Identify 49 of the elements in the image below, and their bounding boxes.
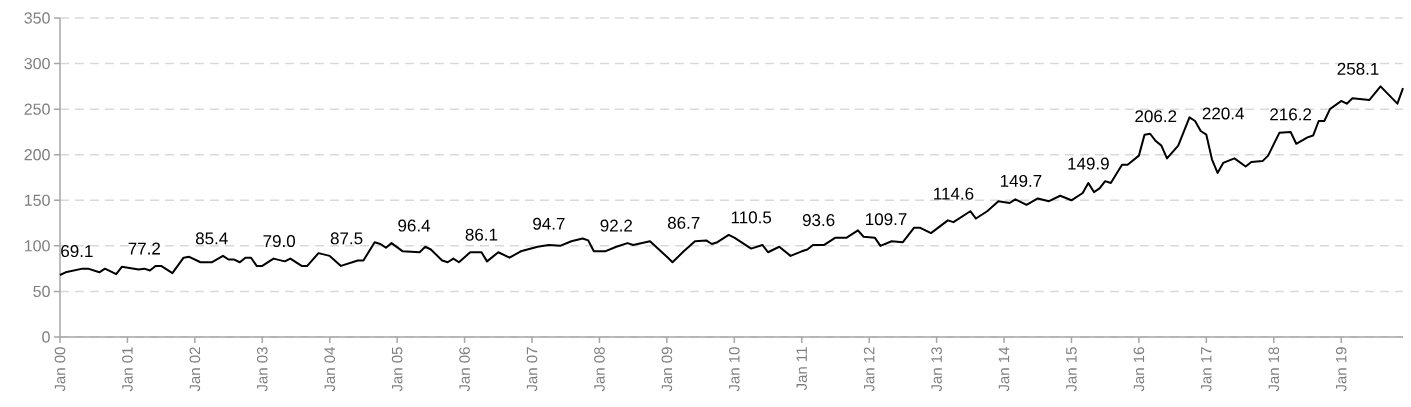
y-tick-label: 350 <box>24 12 50 24</box>
y-tick-label: 150 <box>24 194 50 206</box>
annotation: 79.0 <box>263 235 296 248</box>
x-tick-label: Jan 08 <box>594 347 605 392</box>
x-tick-label: Jan 05 <box>391 347 403 392</box>
annotation: 69.1 <box>61 245 93 258</box>
x-tick-label: Jan 07 <box>526 347 538 392</box>
x-tick-label: Jan 13 <box>931 347 942 392</box>
x-tick-label: Jan 15 <box>1066 347 1077 392</box>
x-tick-label: Jan 11 <box>796 347 807 391</box>
annotation: 149.7 <box>1000 174 1042 187</box>
y-tick-label: 0 <box>42 331 50 343</box>
annotation: 86.7 <box>667 216 700 229</box>
line-series <box>59 85 1405 277</box>
y-tick-label: 50 <box>33 285 50 298</box>
annotation: 77.2 <box>128 242 160 255</box>
y-tick-label: 300 <box>24 57 50 70</box>
annotation: 206.2 <box>1135 110 1177 123</box>
annotation: 216.2 <box>1270 108 1312 121</box>
annotation: 109.7 <box>866 213 907 226</box>
annotation: 110.5 <box>731 211 772 224</box>
annotation: 96.4 <box>398 219 431 232</box>
x-tick-label: Jan 17 <box>1201 347 1212 392</box>
x-tick-label: Jan 09 <box>661 347 673 392</box>
annotation: 85.4 <box>195 232 228 245</box>
x-tick-label: Jan 01 <box>122 347 133 392</box>
annotation: 114.6 <box>934 187 974 200</box>
x-tick-label: Jan 12 <box>863 347 875 392</box>
x-tick-label: Jan 06 <box>459 347 470 392</box>
x-tick-label: Jan 00 <box>54 347 66 392</box>
annotation: 149.9 <box>1068 157 1109 170</box>
y-tick-label: 200 <box>24 149 50 161</box>
x-tick-label: Jan 19 <box>1335 347 1347 392</box>
x-tick-label: Jan 10 <box>729 347 740 392</box>
x-tick-label: Jan 02 <box>189 347 201 392</box>
y-tick-label: 250 <box>24 103 50 115</box>
annotation: 220.4 <box>1202 107 1244 120</box>
annotation: 86.1 <box>465 228 498 241</box>
annotation: 92.2 <box>600 219 632 232</box>
annotation: 258.1 <box>1337 62 1379 75</box>
x-tick-label: Jan 03 <box>256 347 268 392</box>
annotation: 94.7 <box>533 217 565 230</box>
x-tick-label: Jan 14 <box>998 346 1010 392</box>
annotation: 93.6 <box>802 214 835 227</box>
annotation: 87.5 <box>330 232 363 245</box>
x-tick-label: Jan 04 <box>324 346 336 392</box>
y-tick-label: 100 <box>24 240 50 252</box>
x-tick-label: Jan 16 <box>1133 347 1145 392</box>
x-tick-label: Jan 18 <box>1268 347 1280 392</box>
